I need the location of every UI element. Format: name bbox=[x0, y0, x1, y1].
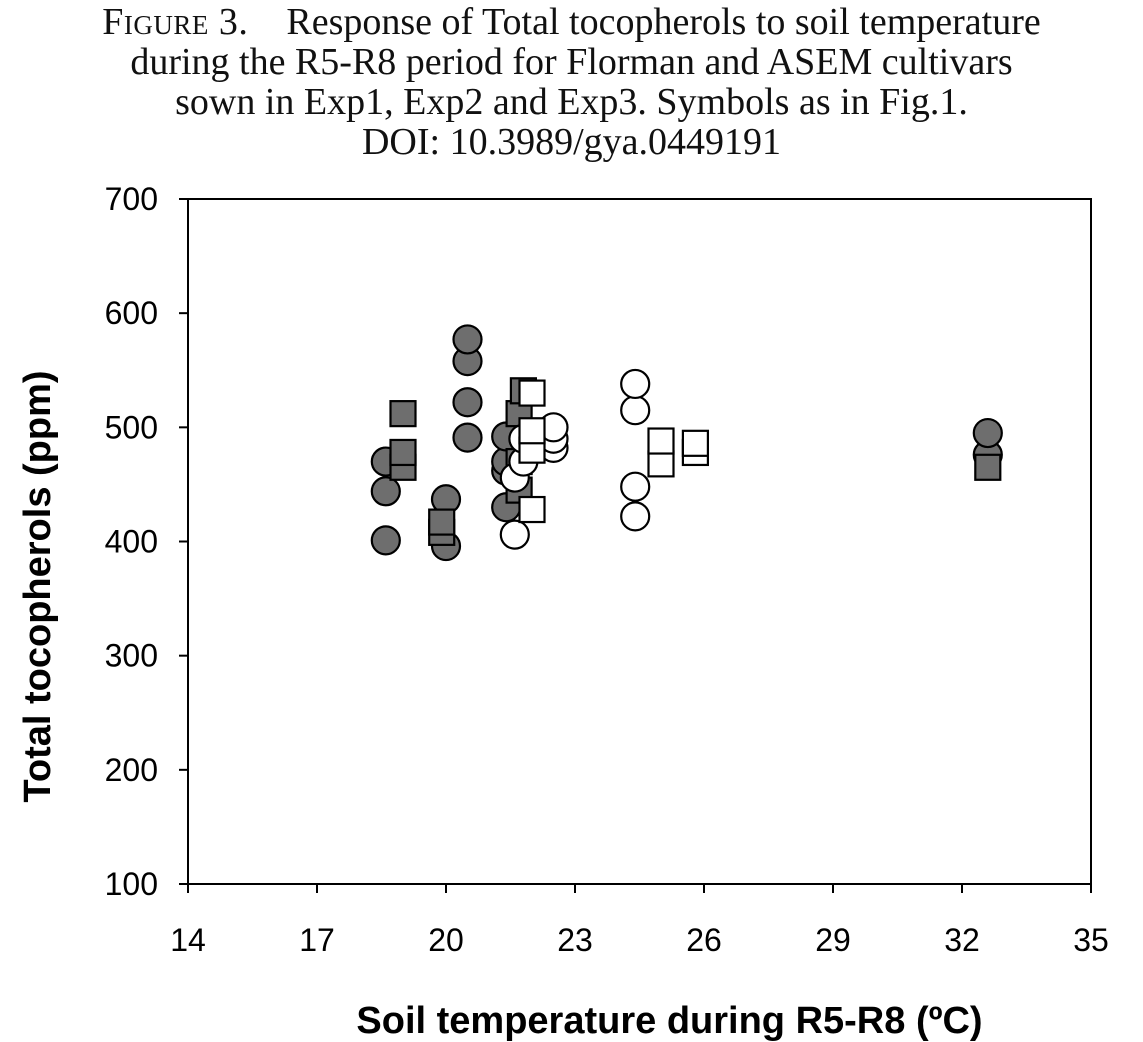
plot-area bbox=[187, 198, 1092, 885]
x-tick-label: 32 bbox=[944, 922, 980, 958]
x-tick-label: 20 bbox=[428, 922, 464, 958]
caption-line-2: during the R5-R8 period for Florman and … bbox=[130, 41, 1013, 83]
caption-doi: DOI: 10.3989/gya.0449191 bbox=[361, 121, 782, 163]
open-square-point bbox=[681, 429, 710, 457]
figure-label: Figure 3. bbox=[102, 1, 249, 43]
y-tick-label: 200 bbox=[105, 752, 158, 788]
open-circle-point bbox=[620, 368, 651, 400]
x-tick-label: 23 bbox=[557, 922, 593, 958]
open-square-point bbox=[647, 427, 675, 455]
caption-line-3: sown in Exp1, Exp2 and Exp3. Symbols as … bbox=[175, 81, 968, 123]
plot-border bbox=[187, 198, 1092, 885]
data-points bbox=[370, 324, 1003, 562]
x-tick-label: 29 bbox=[815, 922, 851, 958]
open-square-point bbox=[518, 379, 546, 407]
y-tick-label: 400 bbox=[105, 524, 158, 560]
y-tick-label: 300 bbox=[105, 638, 158, 674]
caption-line-1-text: Response of Total tocopherols to soil te… bbox=[286, 1, 1041, 43]
x-tick-label: 26 bbox=[686, 922, 722, 958]
x-tick-label: 14 bbox=[170, 922, 206, 958]
open-circle-point bbox=[499, 519, 530, 550]
open-square-point bbox=[647, 450, 675, 478]
open-circle-point bbox=[620, 501, 651, 532]
open-square-point bbox=[518, 417, 546, 445]
filled-square-point bbox=[389, 400, 417, 428]
filled-circle-point bbox=[452, 324, 483, 355]
x-axis-label: Soil temperature during R5-R8 (ºC) bbox=[356, 1000, 982, 1042]
figure-caption: Figure 3. Response of Total tocopherols … bbox=[0, 2, 1143, 162]
filled-circle-point bbox=[972, 417, 1003, 449]
x-tick-label: 17 bbox=[299, 922, 335, 958]
filled-circle-point bbox=[370, 525, 401, 556]
filled-square-point bbox=[428, 508, 456, 536]
open-circle-point bbox=[620, 471, 651, 502]
y-axis-label: Total tocopherols (ppm) bbox=[17, 370, 59, 802]
y-tick-label: 500 bbox=[105, 409, 158, 445]
filled-circle-point bbox=[370, 476, 401, 507]
open-square-point bbox=[518, 495, 546, 524]
filled-circle-point bbox=[452, 387, 483, 418]
y-tick-label: 700 bbox=[105, 181, 158, 217]
filled-square-point bbox=[974, 453, 1002, 481]
axis-ticks: 14 17 20 23 26 29 32 35 100 200 300 400 500 600 700 bbox=[105, 181, 1109, 958]
y-tick-label: 600 bbox=[105, 295, 158, 331]
y-tick-label: 100 bbox=[105, 866, 158, 902]
x-tick-label: 35 bbox=[1073, 922, 1109, 958]
caption-line-1: Figure 3. Response of Total tocopherols … bbox=[0, 2, 1143, 42]
filled-square-point bbox=[389, 438, 417, 467]
filled-circle-point bbox=[452, 422, 483, 453]
open-circle-point bbox=[620, 395, 651, 426]
